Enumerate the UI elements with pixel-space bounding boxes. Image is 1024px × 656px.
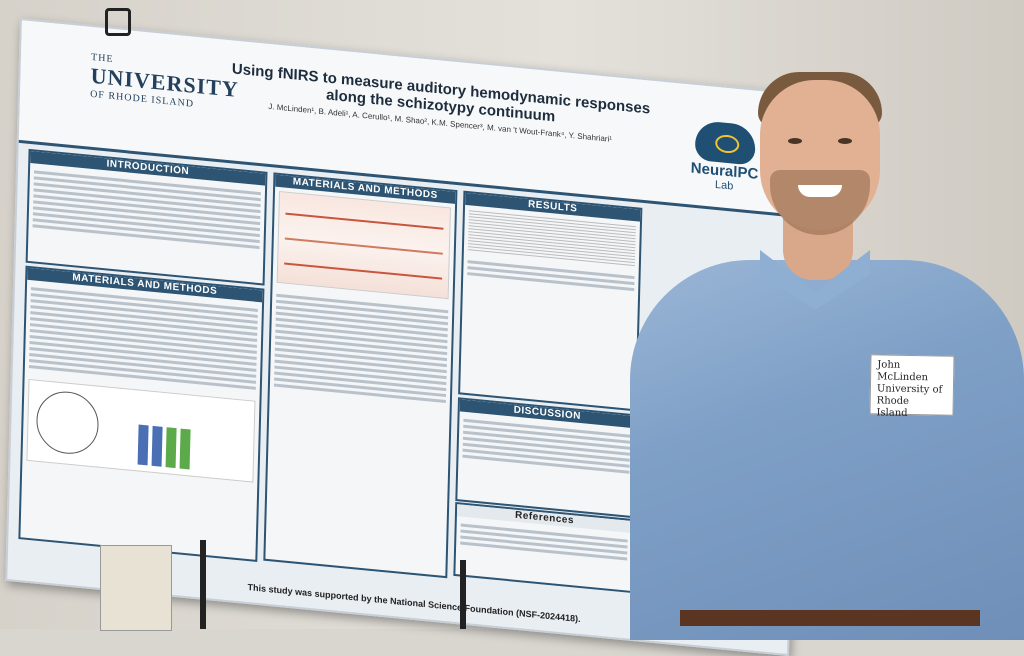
smile — [798, 185, 842, 197]
blue-shirt — [630, 260, 1024, 640]
book-on-table — [100, 545, 172, 631]
name-tag-line-2: University of Rhode — [876, 383, 943, 407]
methods-mid-text — [270, 286, 453, 410]
easel-leg-left — [200, 540, 206, 629]
methods-middle-section: MATERIALS AND METHODS — [263, 172, 458, 579]
results-section: RESULTS — [458, 190, 643, 412]
references-section: References — [453, 501, 635, 594]
right-eye — [838, 138, 852, 144]
methods-left-section: MATERIALS AND METHODS — [18, 265, 265, 562]
introduction-section: INTRODUCTION — [25, 148, 268, 286]
presenter-person — [620, 50, 1024, 640]
hemodynamic-plots-figure — [276, 190, 451, 300]
university-logo: THE UNIVERSITY OF RHODE ISLAND — [90, 52, 239, 114]
belt — [680, 610, 980, 626]
left-eye — [788, 138, 802, 144]
montage-figure — [26, 378, 256, 483]
easel-leg-right — [460, 560, 466, 629]
name-tag: John McLinden University of Rhode Island — [869, 354, 955, 419]
binder-clip — [105, 8, 131, 36]
discussion-section: DISCUSSION — [455, 397, 637, 519]
name-tag-line-1: John McLinden — [877, 359, 929, 384]
name-tag-line-3: Island — [876, 407, 908, 419]
